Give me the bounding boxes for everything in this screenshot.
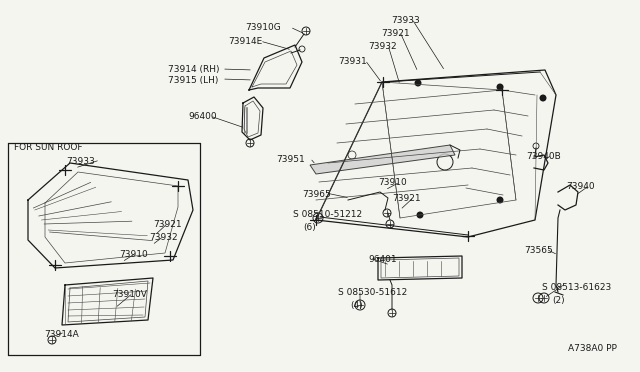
Text: 73921: 73921 (153, 220, 182, 229)
Text: 73914 (RH): 73914 (RH) (168, 65, 220, 74)
Text: S 08510-51212: S 08510-51212 (293, 210, 362, 219)
Text: 73940: 73940 (566, 182, 595, 191)
Text: 73932: 73932 (149, 233, 178, 242)
Text: 73921: 73921 (392, 194, 420, 203)
Text: 73915 (LH): 73915 (LH) (168, 76, 218, 85)
Text: S 08530-51612: S 08530-51612 (338, 288, 407, 297)
Text: 96400: 96400 (188, 112, 216, 121)
Text: 73914A: 73914A (44, 330, 79, 339)
Text: FOR SUN ROOF: FOR SUN ROOF (14, 143, 83, 152)
Circle shape (417, 212, 424, 218)
Text: 73914E: 73914E (228, 37, 262, 46)
Text: 73932: 73932 (368, 42, 397, 51)
Text: 73910: 73910 (119, 250, 148, 259)
Text: 73940B: 73940B (526, 152, 561, 161)
Text: (6): (6) (303, 223, 316, 232)
Text: S 08513-61623: S 08513-61623 (542, 283, 611, 292)
Circle shape (497, 196, 504, 203)
Circle shape (540, 94, 547, 102)
Text: 73921: 73921 (381, 29, 410, 38)
Text: (2): (2) (552, 296, 564, 305)
Text: 73933: 73933 (391, 16, 420, 25)
Text: 73931: 73931 (338, 57, 367, 66)
Text: 73565: 73565 (524, 246, 553, 255)
Circle shape (415, 80, 422, 87)
Text: 73910G: 73910G (245, 23, 281, 32)
Circle shape (497, 83, 504, 90)
Text: A738A0 PP: A738A0 PP (568, 344, 617, 353)
Text: 96401: 96401 (368, 255, 397, 264)
Polygon shape (310, 145, 455, 174)
Text: 73910V: 73910V (112, 290, 147, 299)
Text: 73965: 73965 (302, 190, 331, 199)
Text: 73951: 73951 (276, 155, 305, 164)
Text: (4): (4) (350, 301, 363, 310)
Text: 73933: 73933 (66, 157, 95, 166)
Text: 73910: 73910 (378, 178, 407, 187)
